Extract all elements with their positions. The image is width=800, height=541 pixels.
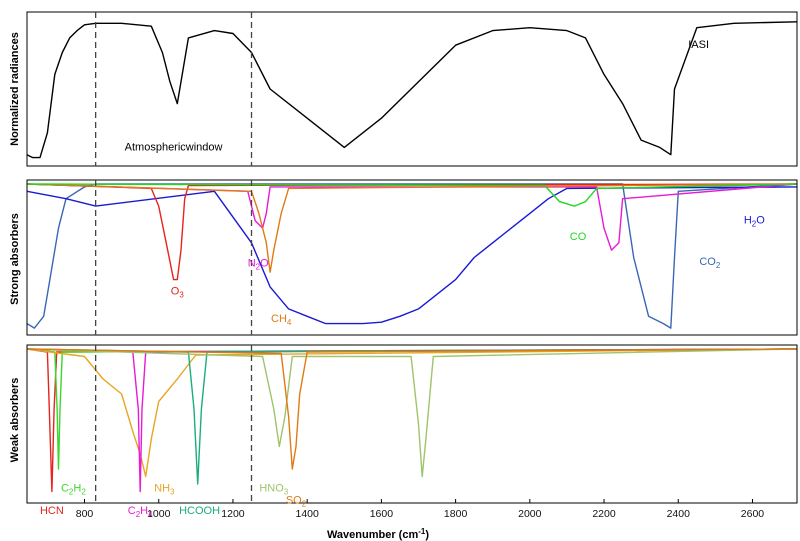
series-line-hno3 <box>27 348 797 478</box>
annotation-text-part: 2 <box>716 261 721 270</box>
x-tick-label: 1800 <box>444 508 468 520</box>
series-group <box>27 183 797 329</box>
x-tick-label: 1400 <box>295 508 319 520</box>
x-tick-label: 800 <box>76 508 94 520</box>
annotation-text-part: 2 <box>752 220 757 229</box>
annotation-hcooh: HCOOH <box>179 505 220 517</box>
annotation-text-part: Atmospheric <box>125 141 187 153</box>
x-tick-label: 1200 <box>221 508 245 520</box>
annotation-text-part: 3 <box>284 488 289 497</box>
annotation-text-part: HCOOH <box>179 505 220 517</box>
annotation-hno3: HNO3 <box>259 483 288 497</box>
annotation-text-part: 2 <box>81 488 86 497</box>
series-line-n2o <box>27 183 797 251</box>
x-axis-label-text: Wavenumber (cm <box>327 529 419 541</box>
panel-frame <box>26 344 798 504</box>
annotation-text-part: CH <box>271 313 287 325</box>
annotation-co2: CO2 <box>699 256 721 270</box>
x-tick-label: 1600 <box>370 508 394 520</box>
annotation-text-part: C <box>61 483 69 495</box>
panel-ylabel-radiances: Normalized radiances <box>9 32 21 146</box>
series-line-co <box>27 183 797 207</box>
x-axis-label: Wavenumber (cm-1) <box>327 527 429 541</box>
x-axis-label-superscript: -1 <box>418 527 426 536</box>
annotation-text-part: NH <box>154 483 170 495</box>
annotation-so2: SO2 <box>286 495 307 509</box>
annotation-text-part: 4 <box>148 510 153 519</box>
annotation-text-part: C <box>128 505 136 517</box>
annotation-text-part: H <box>744 215 752 227</box>
annotation-text-part: 2 <box>69 488 74 497</box>
annotation-text-part: 2 <box>136 510 141 519</box>
series-line-h2o <box>27 186 797 325</box>
annotation-c2h2: C2H2 <box>61 483 86 497</box>
panel-normalized-radiances: Normalized radiances IASI Atmosphericwind… <box>9 11 798 167</box>
x-tick-label: 1000 <box>147 508 171 520</box>
series-line-nh3 <box>27 348 797 478</box>
series-line-ch4 <box>27 183 797 273</box>
panel-frame <box>26 11 798 167</box>
annotation-hcn: HCN <box>40 505 64 517</box>
series-line-so2 <box>27 348 797 470</box>
annotation-c2h4: C2H4 <box>128 505 153 519</box>
annotation-text-part: HNO <box>259 483 284 495</box>
annotation-text-part: window <box>185 141 223 153</box>
annotation-text-part: 3 <box>179 290 184 299</box>
annotation-text-part: H <box>140 505 148 517</box>
series-group <box>27 21 797 159</box>
annotation-nh3: NH3 <box>154 483 175 497</box>
annotation-text-part: O <box>171 285 180 297</box>
x-axis: 800 1000 1200 1400 1600 1800 2000 2200 2400 2600 <box>76 499 765 520</box>
annotation-text-part: 2 <box>302 500 307 509</box>
x-tick-label: 2400 <box>667 508 691 520</box>
annotation-ch4: CH4 <box>271 313 292 327</box>
series-group <box>27 348 797 493</box>
annotation-n2o: N2O <box>248 257 269 271</box>
annotation-o3: O3 <box>171 285 185 299</box>
x-tick-label: 2600 <box>741 508 765 520</box>
annotation-text-part: H <box>73 483 81 495</box>
panel-ylabel-strong: Strong absorbers <box>9 213 21 305</box>
panel-ylabel-weak: Weak absorbers <box>9 378 21 463</box>
annotation-text-part: CO <box>699 256 716 268</box>
annotation-text-part: IASI <box>688 39 709 51</box>
annotation-text-part: 3 <box>170 488 175 497</box>
annotation-text-part: O <box>756 215 765 227</box>
annotation-text-part: 2 <box>256 262 261 271</box>
annotation-co: CO <box>570 231 587 243</box>
annotation-iasi: IASI <box>688 39 709 51</box>
x-tick-label: 2200 <box>592 508 616 520</box>
annotation-h2o: H2O <box>744 215 765 229</box>
series-line-o3 <box>27 183 797 281</box>
annotation-text-part: 4 <box>287 318 292 327</box>
series-line-iasi <box>27 21 797 159</box>
annotation-text-part: O <box>260 257 269 269</box>
annotation-text-part: CO <box>570 231 587 243</box>
annotation-atmospheric-window: Atmosphericwindow <box>125 141 223 153</box>
annotation-text-part: SO <box>286 495 302 507</box>
x-tick-label: 2000 <box>518 508 542 520</box>
x-axis-label-close: ) <box>425 529 429 541</box>
annotation-text-part: HCN <box>40 505 64 517</box>
annotation-text-part: N <box>248 257 256 269</box>
panel-frame <box>26 179 798 336</box>
series-line-co2 <box>27 183 797 329</box>
